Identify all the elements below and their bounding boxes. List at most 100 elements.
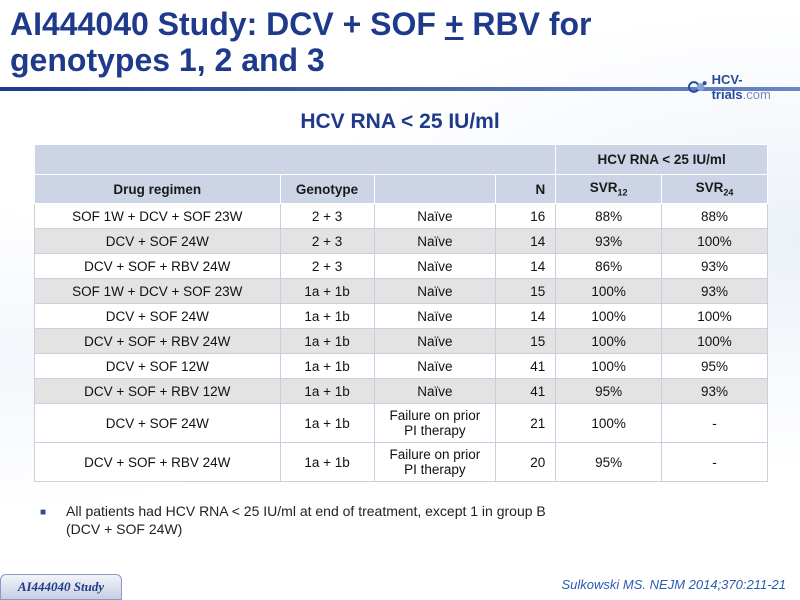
citation: Sulkowski MS. NEJM 2014;370:211-21: [561, 577, 786, 592]
cell-svr12: 100%: [555, 403, 663, 443]
cell-genotype: 1a + 1b: [279, 353, 375, 379]
cell-genotype: 1a + 1b: [279, 328, 375, 354]
cell-status: Failure on prior PI therapy: [373, 403, 497, 443]
cell-svr24: 95%: [661, 353, 768, 379]
cell-genotype: 1a + 1b: [279, 442, 375, 482]
cell-status: Naïve: [373, 353, 497, 379]
title-plus-minus: +: [444, 6, 464, 42]
cell-svr24: 100%: [661, 303, 768, 329]
table-row: DCV + SOF 24W 1a + 1b Failure on prior PI…: [34, 403, 768, 443]
cell-svr24: 93%: [661, 253, 768, 279]
col-header-svr12: SVR12: [555, 174, 663, 204]
col-header-n: N: [495, 174, 557, 204]
col-header-regimen: Drug regimen: [34, 174, 281, 204]
status-line-1: Failure on prior: [389, 408, 481, 423]
hcv-trials-logo: HCV-trials.com: [688, 72, 800, 102]
cell-regimen: DCV + SOF + RBV 24W: [34, 442, 281, 482]
study-tab: AI444040 Study: [0, 574, 122, 600]
col-header-svr24: SVR24: [661, 174, 768, 204]
cell-svr24: 100%: [661, 328, 768, 354]
cell-genotype: 2 + 3: [279, 203, 375, 229]
svr24-subscript: 24: [723, 187, 734, 198]
logo-text: HCV-trials.com: [712, 72, 800, 102]
cell-n: 14: [495, 253, 557, 279]
col-header-status: [373, 174, 497, 204]
status-line-1: Failure on prior: [389, 447, 481, 462]
cell-status: Naïve: [373, 378, 497, 404]
title-part-1: AI444040 Study: DCV + SOF: [10, 6, 445, 42]
cell-n: 15: [495, 278, 557, 304]
cell-svr12: 86%: [555, 253, 663, 279]
status-line-2: PI therapy: [404, 423, 466, 438]
cell-svr12: 100%: [555, 328, 663, 354]
cell-genotype: 1a + 1b: [279, 403, 375, 443]
cell-status: Failure on prior PI therapy: [373, 442, 497, 482]
cell-n: 14: [495, 228, 557, 254]
cell-n: 41: [495, 378, 557, 404]
cell-status: Naïve: [373, 203, 497, 229]
cell-svr12: 95%: [555, 442, 663, 482]
table-row: DCV + SOF + RBV 24W 1a + 1b Failure on p…: [34, 442, 768, 482]
svr12-label: SVR: [589, 180, 618, 196]
cell-regimen: DCV + SOF 24W: [34, 303, 281, 329]
status-line-2: PI therapy: [404, 462, 466, 477]
table-row: SOF 1W + DCV + SOF 23W 1a + 1b Naïve 15 …: [34, 278, 768, 304]
group-header-hcv-rna: HCV RNA < 25 IU/ml: [555, 144, 768, 175]
svr24-label: SVR: [695, 180, 724, 196]
group-header-blank: [33, 144, 557, 175]
cell-regimen: DCV + SOF 12W: [34, 353, 281, 379]
cell-regimen: DCV + SOF 24W: [34, 228, 281, 254]
table-row: DCV + SOF + RBV 24W 1a + 1b Naïve 15 100…: [34, 328, 768, 354]
svr12-subscript: 12: [617, 187, 628, 198]
cell-svr12: 88%: [555, 203, 663, 229]
cell-svr12: 100%: [555, 353, 663, 379]
cell-svr24: 88%: [661, 203, 768, 229]
cell-svr12: 95%: [555, 378, 663, 404]
title-part-2: RBV for genotypes 1, 2 and 3: [10, 6, 592, 78]
cell-n: 20: [495, 442, 557, 482]
table-row: DCV + SOF 24W 2 + 3 Naïve 14 93% 100%: [34, 228, 768, 254]
cell-genotype: 1a + 1b: [279, 378, 375, 404]
cell-svr12: 100%: [555, 278, 663, 304]
table-column-header-row: Drug regimen Genotype N SVR12 SVR24: [34, 174, 768, 204]
cell-regimen: DCV + SOF 24W: [34, 403, 281, 443]
results-table: HCV RNA < 25 IU/ml Drug regimen Genotype…: [33, 144, 768, 482]
cell-svr24: 93%: [661, 278, 768, 304]
logo-text-main: HCV-trials: [711, 72, 743, 102]
cell-status: Naïve: [373, 253, 497, 279]
cell-regimen: DCV + SOF + RBV 24W: [34, 253, 281, 279]
logo-text-suffix: .com: [742, 87, 771, 102]
cell-svr24: -: [661, 403, 768, 443]
cell-status: Naïve: [373, 303, 497, 329]
cell-status: Naïve: [373, 228, 497, 254]
table-group-header-row: HCV RNA < 25 IU/ml: [33, 144, 768, 175]
square-bullet-icon: ■: [40, 507, 47, 518]
cell-n: 41: [495, 353, 557, 379]
cell-genotype: 2 + 3: [279, 228, 375, 254]
cell-svr24: -: [661, 442, 768, 482]
cell-status: Naïve: [373, 278, 497, 304]
table-row: DCV + SOF + RBV 12W 1a + 1b Naïve 41 95%…: [34, 378, 768, 404]
cell-n: 15: [495, 328, 557, 354]
hcv-trials-logo-icon: [688, 81, 707, 93]
table-subtitle: HCV RNA < 25 IU/ml: [300, 110, 500, 133]
col-header-genotype: Genotype: [279, 174, 375, 204]
cell-n: 16: [495, 203, 557, 229]
cell-regimen: DCV + SOF + RBV 12W: [34, 378, 281, 404]
cell-status: Naïve: [373, 328, 497, 354]
cell-regimen: DCV + SOF + RBV 24W: [34, 328, 281, 354]
cell-n: 21: [495, 403, 557, 443]
slide-title: AI444040 Study: DCV + SOF + RBV for geno…: [10, 6, 730, 78]
table-row: SOF 1W + DCV + SOF 23W 2 + 3 Naïve 16 88…: [34, 203, 768, 229]
cell-regimen: SOF 1W + DCV + SOF 23W: [34, 278, 281, 304]
footnote-line-1: All patients had HCV RNA < 25 IU/ml at e…: [66, 503, 546, 519]
cell-svr24: 93%: [661, 378, 768, 404]
cell-svr12: 100%: [555, 303, 663, 329]
table-row: DCV + SOF + RBV 24W 2 + 3 Naïve 14 86% 9…: [34, 253, 768, 279]
table-row: DCV + SOF 24W 1a + 1b Naïve 14 100% 100%: [34, 303, 768, 329]
cell-svr12: 93%: [555, 228, 663, 254]
footnote-line-2: (DCV + SOF 24W): [66, 521, 183, 537]
table-row: DCV + SOF 12W 1a + 1b Naïve 41 100% 95%: [34, 353, 768, 379]
cell-regimen: SOF 1W + DCV + SOF 23W: [34, 203, 281, 229]
cell-n: 14: [495, 303, 557, 329]
